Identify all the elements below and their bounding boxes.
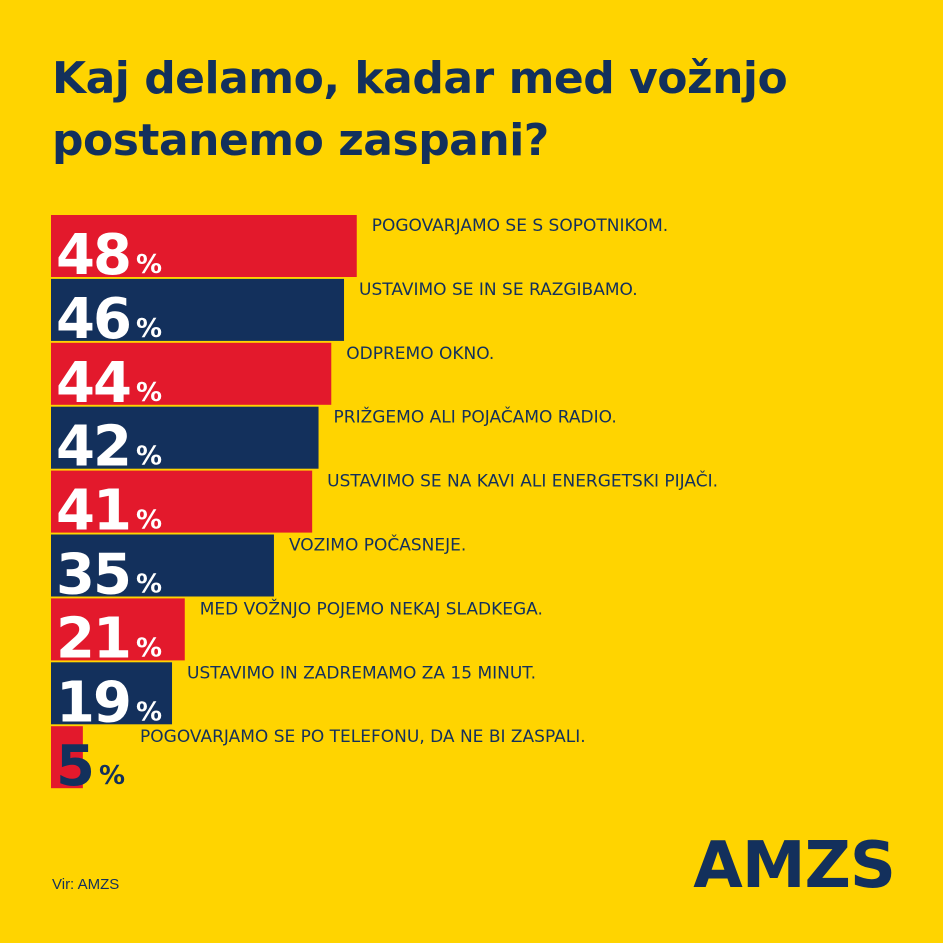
bar-value-6: 35 [56,543,130,608]
bar-percent-2: % [136,314,162,344]
bar-5 [51,470,313,533]
bar-value-3: 44 [56,351,130,416]
bar-4 [51,406,319,469]
bar-percent-7: % [136,633,162,663]
bar-label-9: POGOVARJAMO SE PO TELEFONU, DA NE BI ZAS… [140,727,586,747]
bar-label-5: USTAVIMO SE NA KAVI ALI ENERGETSKI PIJAČ… [327,470,718,492]
bar-value-9: 5 [56,734,93,799]
bar-value-4: 42 [56,415,130,480]
bar-9 [51,726,83,789]
bar-1 [51,215,357,277]
bar-group: 48 % POGOVARJAMO SE S SOPOTNIKOM. 46 % USTAVI… [51,215,718,799]
bar-percent-9: % [99,761,125,791]
bar-percent-4: % [136,442,162,472]
bar-value-1: 48 [56,223,130,288]
chart-title: Kaj delamo, kadar med vožnjo postanemo z… [52,48,912,172]
source-note: Vir: AMZS [52,876,120,893]
bar-percent-5: % [136,506,162,536]
bar-label-8: USTAVIMO IN ZADREMAMO ZA 15 MINUT. [187,663,536,683]
bar-3 [51,342,332,405]
bar-value-8: 19 [56,670,130,735]
amzs-logo: AMZS [693,829,896,903]
bar-label-7: MED VOŽNJO POJEMO NEKAJ SLADKEGA. [200,597,543,619]
chart-title-line-1: Kaj delamo, kadar med vožnjo [52,53,788,104]
bar-label-3: ODPREMO OKNO. [346,344,494,364]
bar-value-7: 21 [56,606,130,671]
bar-percent-3: % [136,378,162,408]
bar-7 [51,598,185,661]
bar-percent-8: % [136,697,162,727]
bar-value-2: 46 [56,287,130,352]
bar-label-1: POGOVARJAMO SE S SOPOTNIKOM. [372,216,668,236]
bar-8 [51,662,173,725]
bar-percent-1: % [136,250,162,280]
bar-2 [51,278,345,341]
bar-label-2: USTAVIMO SE IN SE RAZGIBAMO. [359,280,638,300]
bar-label-6: VOZIMO POČASNEJE. [289,534,466,556]
bar-label-4: PRIŽGEMO ALI POJAČAMO RADIO. [334,406,617,428]
chart-title-line-2: postanemo zaspani? [52,115,549,166]
bar-value-5: 41 [56,479,130,544]
bar-percent-6: % [136,570,162,600]
bar-6 [51,534,274,597]
